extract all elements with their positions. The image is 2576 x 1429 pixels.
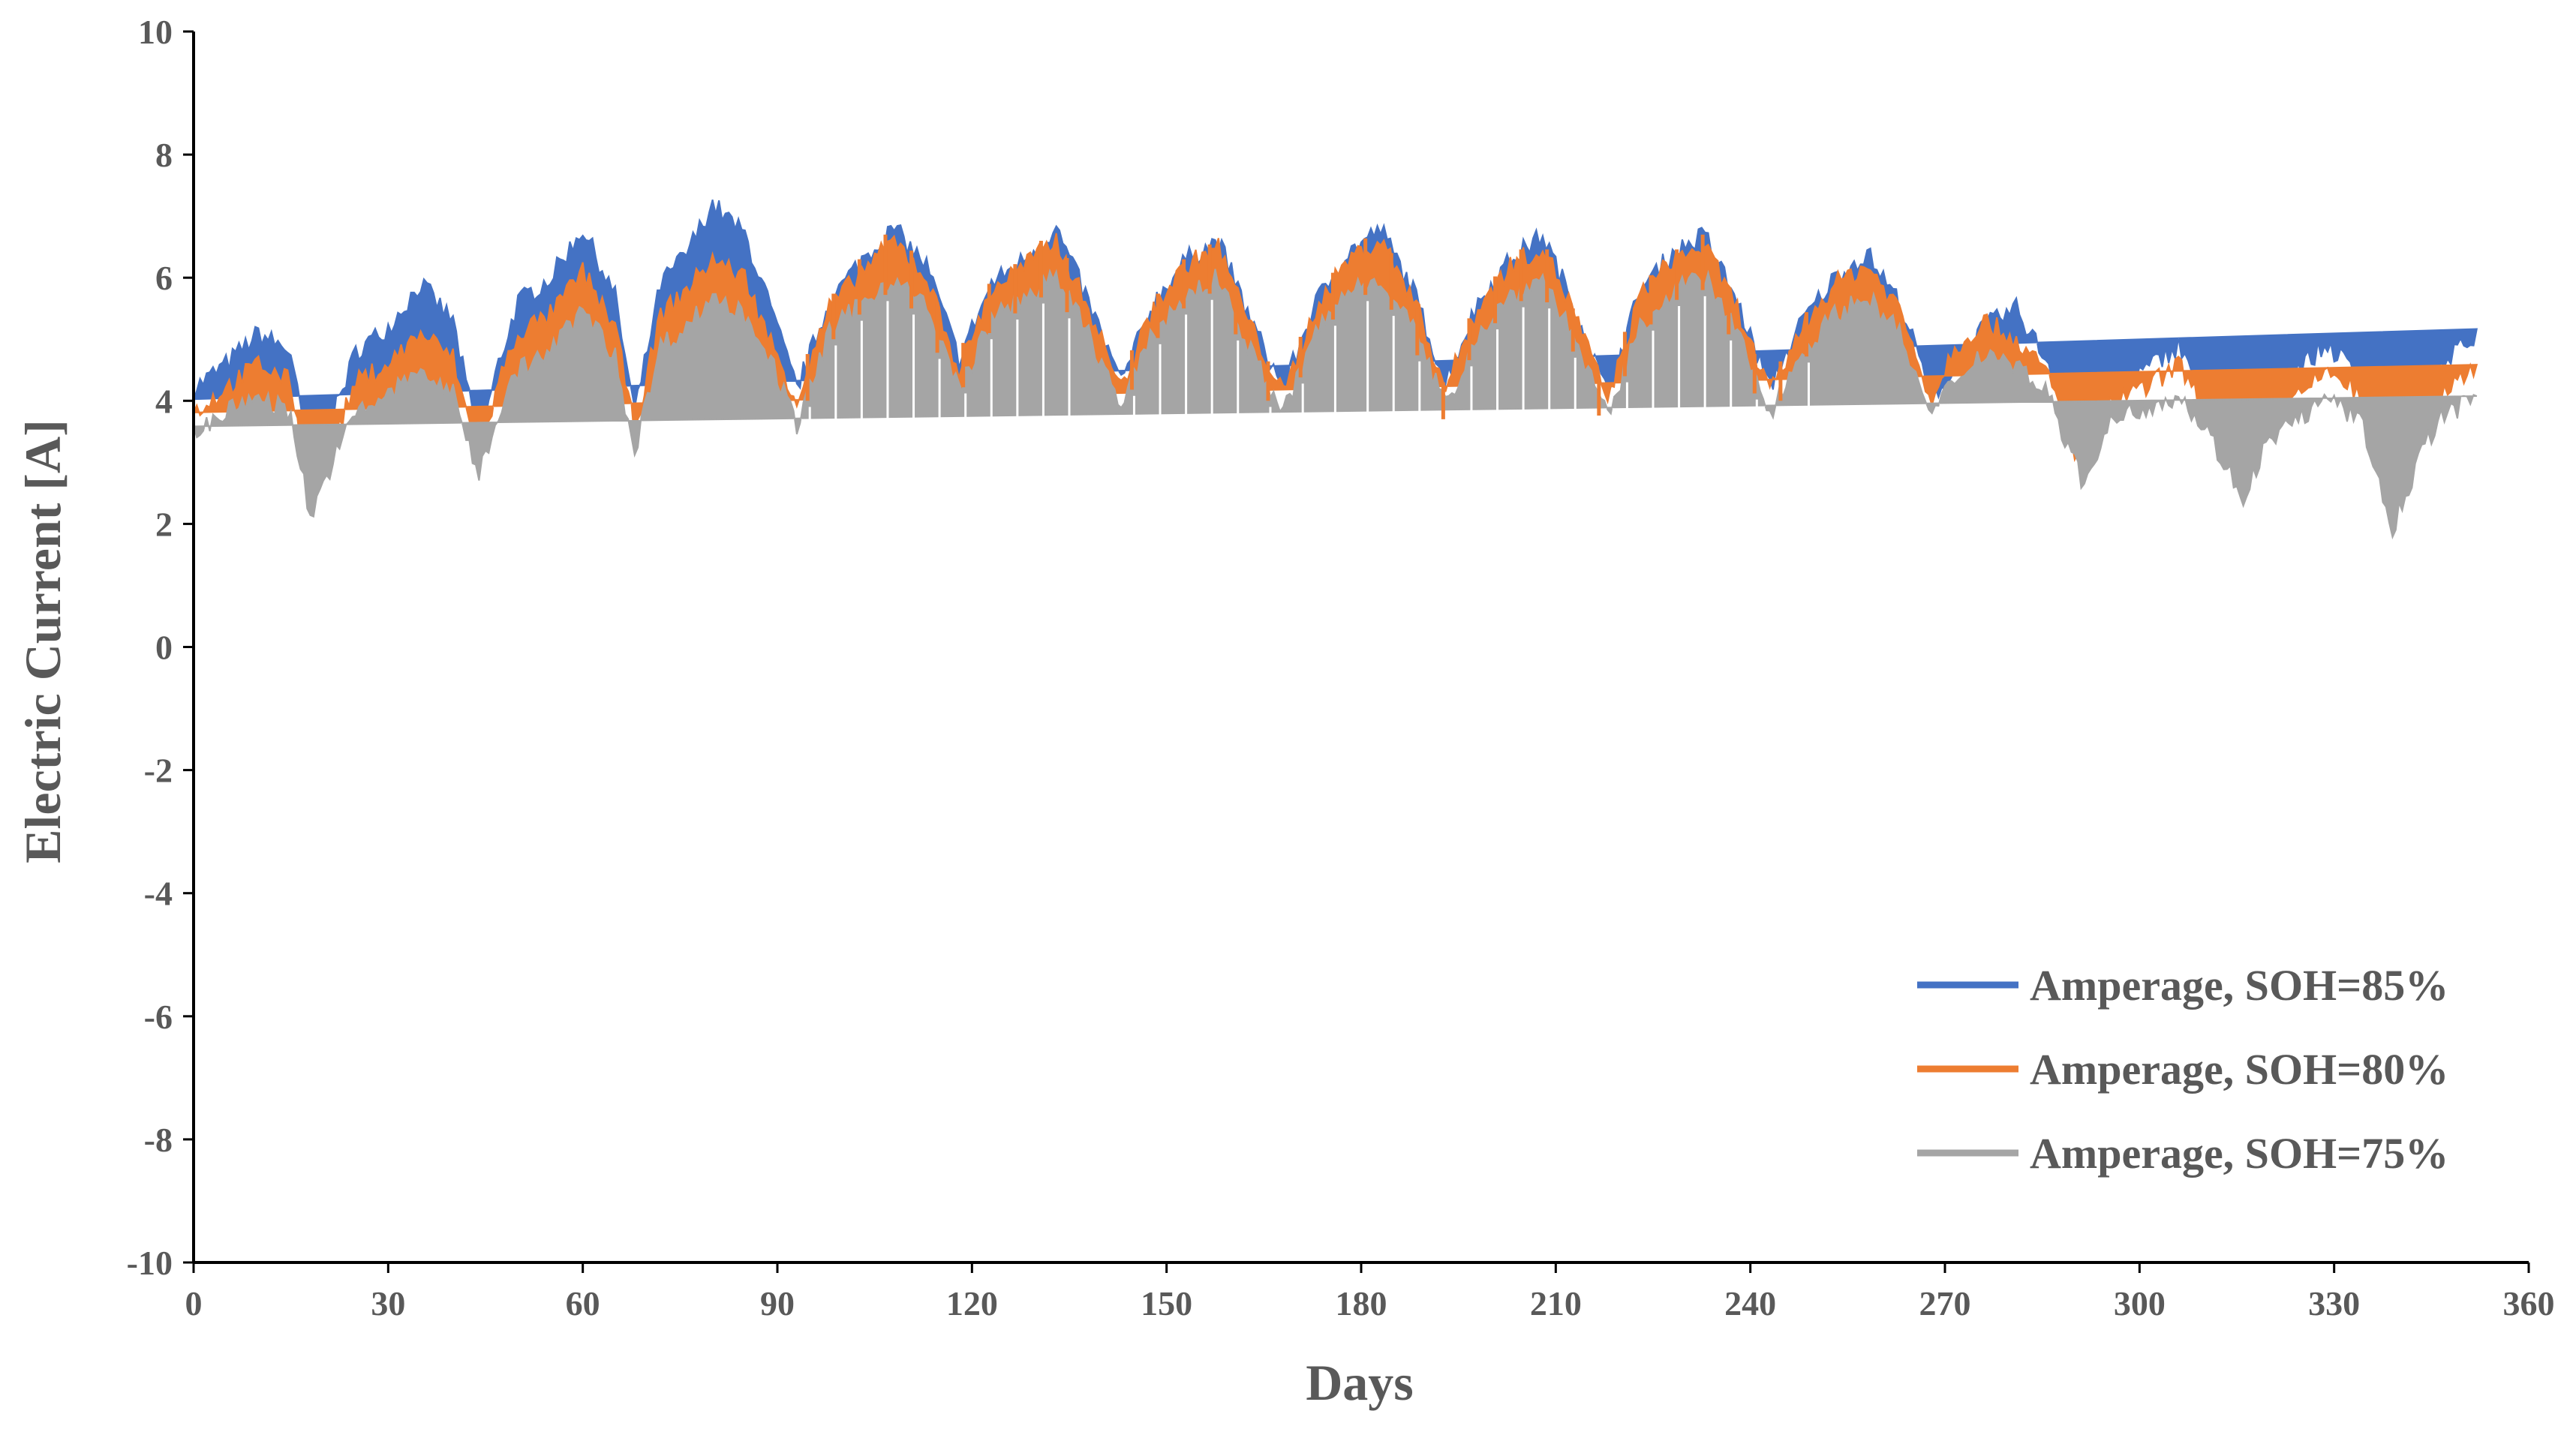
x-tick-label: 180 bbox=[1336, 1284, 1387, 1322]
x-tick-label: 270 bbox=[1919, 1284, 1971, 1322]
y-tick-label: -2 bbox=[144, 752, 173, 790]
legend-item-soh85: Amperage, SOH=85% bbox=[1917, 961, 2448, 1010]
x-tick-label: 330 bbox=[2308, 1284, 2360, 1322]
legend-item-soh75: Amperage, SOH=75% bbox=[1917, 1129, 2448, 1178]
legend-label-soh75: Amperage, SOH=75% bbox=[2030, 1129, 2448, 1178]
y-tick-label: 4 bbox=[155, 382, 173, 420]
legend: Amperage, SOH=85% Amperage, SOH=80% Ampe… bbox=[1917, 961, 2448, 1178]
x-tick-label: 30 bbox=[371, 1284, 405, 1322]
x-tick-labels: 0 30 60 90 120 150 180 210 240 270 300 330 360 bbox=[185, 1262, 2555, 1322]
y-tick-label: 6 bbox=[155, 259, 173, 297]
legend-label-soh80: Amperage, SOH=80% bbox=[2030, 1045, 2448, 1094]
y-tick-label: -10 bbox=[127, 1244, 173, 1282]
x-tick-label: 90 bbox=[760, 1284, 795, 1322]
y-tick-label: -6 bbox=[144, 998, 173, 1036]
x-tick-label: 240 bbox=[1724, 1284, 1776, 1322]
x-tick-label: 150 bbox=[1141, 1284, 1192, 1322]
y-tick-label: 8 bbox=[155, 136, 173, 174]
x-tick-label: 300 bbox=[2114, 1284, 2166, 1322]
x-tick-label: 360 bbox=[2503, 1284, 2555, 1322]
legend-label-soh85: Amperage, SOH=85% bbox=[2030, 961, 2448, 1010]
y-tick-labels: 10 8 6 4 2 0 -2 -4 -6 -8 -10 bbox=[127, 13, 194, 1282]
x-tick-label: 60 bbox=[566, 1284, 600, 1322]
x-axis-title: Days bbox=[1306, 1354, 1414, 1411]
x-tick-label: 120 bbox=[946, 1284, 998, 1322]
x-tick-label: 210 bbox=[1530, 1284, 1582, 1322]
y-tick-label: 0 bbox=[155, 629, 173, 667]
legend-item-soh80: Amperage, SOH=80% bbox=[1917, 1045, 2448, 1094]
x-tick-label: 0 bbox=[185, 1284, 203, 1322]
y-tick-label: -4 bbox=[144, 875, 173, 913]
y-tick-label: -8 bbox=[144, 1121, 173, 1159]
y-tick-label: 10 bbox=[138, 13, 173, 51]
switching-dips bbox=[805, 234, 1813, 832]
y-axis-title: Electric Current [A] bbox=[14, 419, 71, 863]
y-tick-label: 2 bbox=[155, 505, 173, 543]
